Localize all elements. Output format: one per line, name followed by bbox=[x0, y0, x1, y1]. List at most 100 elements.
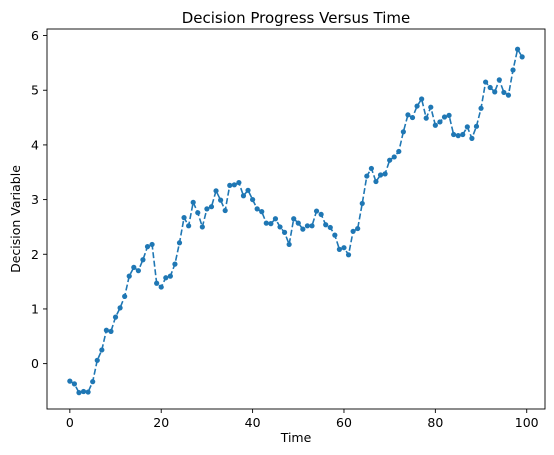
data-point bbox=[227, 182, 233, 188]
data-point bbox=[140, 257, 146, 263]
data-point bbox=[103, 327, 109, 333]
data-point bbox=[263, 220, 269, 226]
y-tick-label: 1 bbox=[31, 301, 39, 316]
data-point bbox=[300, 226, 306, 232]
data-point bbox=[464, 124, 470, 130]
data-point bbox=[446, 112, 452, 118]
data-point bbox=[460, 131, 466, 138]
data-point bbox=[496, 77, 502, 83]
data-point bbox=[483, 79, 489, 85]
data-point bbox=[71, 381, 78, 387]
data-point bbox=[76, 390, 82, 396]
data-point bbox=[149, 241, 155, 248]
data-point bbox=[396, 148, 402, 155]
data-point bbox=[473, 123, 480, 129]
data-point bbox=[291, 216, 297, 222]
data-point bbox=[117, 305, 123, 311]
data-point bbox=[176, 240, 183, 246]
data-point bbox=[122, 293, 128, 299]
data-point bbox=[144, 244, 151, 250]
data-point bbox=[382, 171, 388, 177]
data-point bbox=[428, 104, 434, 110]
data-point bbox=[505, 92, 512, 98]
data-point bbox=[236, 180, 242, 186]
data-point bbox=[181, 215, 187, 221]
data-point bbox=[67, 378, 73, 384]
data-point bbox=[492, 89, 498, 95]
data-point bbox=[304, 223, 311, 229]
data-point bbox=[355, 225, 361, 232]
x-tick-label: 40 bbox=[245, 415, 261, 430]
x-tick-label: 60 bbox=[336, 415, 352, 430]
data-point bbox=[135, 268, 141, 274]
x-tick-label: 100 bbox=[515, 415, 539, 430]
data-point bbox=[199, 224, 205, 230]
data-point bbox=[154, 280, 160, 286]
data-point bbox=[364, 173, 370, 179]
data-point bbox=[163, 275, 169, 281]
data-point bbox=[231, 182, 237, 188]
x-axis-label: Time bbox=[280, 430, 312, 445]
data-point bbox=[318, 211, 324, 217]
data-point bbox=[341, 245, 347, 251]
data-point bbox=[487, 84, 493, 91]
data-point bbox=[419, 96, 425, 102]
data-point bbox=[254, 206, 260, 212]
data-point bbox=[519, 54, 525, 60]
data-point bbox=[510, 67, 516, 73]
data-point bbox=[451, 131, 457, 138]
series-layer bbox=[67, 46, 525, 396]
y-tick-label: 5 bbox=[31, 83, 39, 98]
data-point bbox=[186, 223, 192, 229]
data-point bbox=[373, 178, 379, 185]
data-point bbox=[90, 379, 96, 385]
data-point bbox=[387, 157, 393, 163]
data-point bbox=[345, 252, 352, 258]
data-point bbox=[250, 196, 256, 203]
data-point bbox=[272, 216, 279, 222]
data-point bbox=[400, 129, 406, 135]
x-tick-label: 80 bbox=[427, 415, 443, 430]
data-point bbox=[245, 187, 251, 193]
data-point bbox=[327, 224, 333, 231]
data-point bbox=[441, 114, 448, 120]
data-point bbox=[409, 114, 416, 121]
data-point bbox=[190, 199, 196, 205]
data-point bbox=[108, 328, 114, 334]
data-point bbox=[80, 388, 87, 395]
y-axis-label: Decision Variable bbox=[8, 165, 23, 273]
data-point bbox=[332, 232, 338, 238]
data-point bbox=[455, 133, 461, 139]
data-point bbox=[350, 228, 356, 234]
data-point bbox=[432, 122, 438, 128]
data-point bbox=[131, 264, 137, 270]
y-tick-label: 2 bbox=[31, 247, 39, 262]
y-tick-label: 4 bbox=[31, 137, 39, 152]
data-point bbox=[309, 223, 315, 229]
data-point bbox=[112, 314, 119, 320]
data-point bbox=[158, 284, 164, 290]
data-point bbox=[99, 347, 105, 353]
data-point bbox=[391, 154, 397, 160]
data-point bbox=[277, 224, 283, 230]
data-point bbox=[469, 135, 475, 141]
data-point bbox=[85, 389, 91, 395]
data-point bbox=[423, 115, 429, 121]
data-point bbox=[286, 241, 292, 248]
data-point bbox=[437, 119, 443, 125]
data-point bbox=[313, 208, 320, 214]
data-point bbox=[94, 357, 100, 363]
y-tick-label: 6 bbox=[31, 28, 39, 43]
data-point bbox=[514, 46, 521, 52]
data-point bbox=[281, 229, 288, 235]
data-point bbox=[501, 89, 507, 96]
data-point bbox=[195, 210, 201, 216]
data-point bbox=[126, 273, 132, 279]
x-tick-label: 0 bbox=[66, 415, 74, 430]
data-point bbox=[213, 188, 219, 194]
data-point bbox=[204, 206, 210, 212]
data-point bbox=[222, 207, 228, 214]
data-point bbox=[268, 221, 274, 227]
